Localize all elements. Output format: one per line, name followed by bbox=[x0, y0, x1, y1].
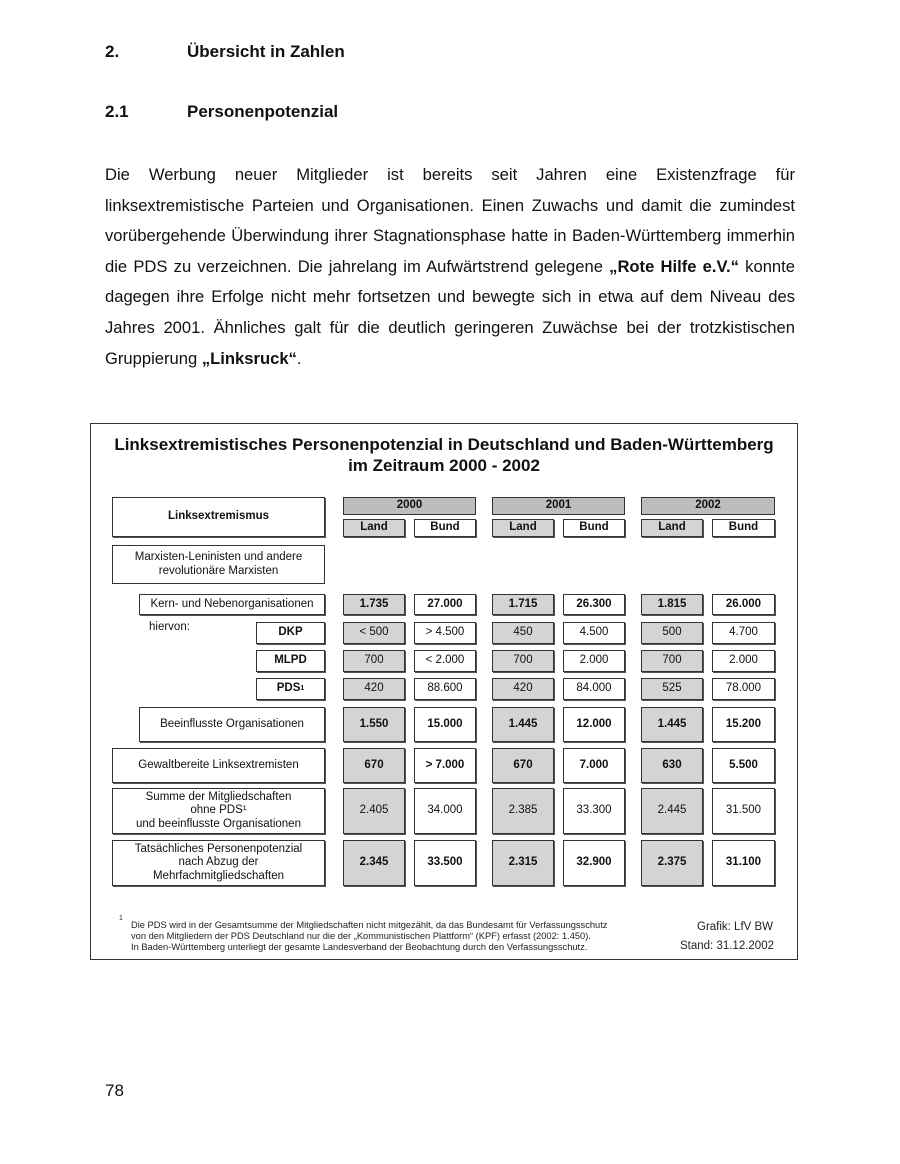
table-cell: 12.000 bbox=[563, 707, 625, 742]
table-cell: 420 bbox=[343, 678, 405, 700]
table-cell: 2.000 bbox=[563, 650, 625, 672]
table-cell: 670 bbox=[492, 748, 554, 783]
table-cell: 34.000 bbox=[414, 788, 476, 834]
hiervon-label: hiervon: bbox=[149, 621, 190, 633]
row-label: PDS 1 bbox=[256, 678, 325, 700]
table-cell: 1.715 bbox=[492, 594, 554, 615]
figure-frame: Linksextremistisches Personenpotenzial i… bbox=[90, 423, 798, 960]
table-cell: 1.815 bbox=[641, 594, 703, 615]
row-label: Kern- und Nebenorganisationen bbox=[139, 594, 325, 615]
table-cell: 1.445 bbox=[641, 707, 703, 742]
table-cell: 7.000 bbox=[563, 748, 625, 783]
table-cell: < 500 bbox=[343, 622, 405, 644]
table-cell: 27.000 bbox=[414, 594, 476, 615]
table-cell: 1.445 bbox=[492, 707, 554, 742]
table-cell: 4.500 bbox=[563, 622, 625, 644]
org-name-linksruck: „Linksruck“ bbox=[201, 348, 297, 368]
group-label: Marxisten-Leninisten und andere revoluti… bbox=[112, 545, 325, 584]
footnote-line: von den Mitgliedern der PDS Deutschland … bbox=[131, 931, 591, 941]
table-cell: < 2.000 bbox=[414, 650, 476, 672]
subcol-bund: Bund bbox=[414, 519, 476, 537]
table-cell: 2.445 bbox=[641, 788, 703, 834]
table-cell: 670 bbox=[343, 748, 405, 783]
table-cell: 26.000 bbox=[712, 594, 775, 615]
source-label: Grafik: LfV BW bbox=[697, 921, 774, 933]
footnote-line: In Baden-Württemberg unterliegt der gesa… bbox=[131, 942, 588, 952]
table-cell: 2.385 bbox=[492, 788, 554, 834]
table-cell: 2.375 bbox=[641, 840, 703, 886]
subheading-number: 2.1 bbox=[105, 102, 129, 121]
footnote: Die PDS wird in der Gesamtsumme der Mitg… bbox=[131, 920, 636, 953]
row-label: DKP bbox=[256, 622, 325, 644]
table-cell: 2.405 bbox=[343, 788, 405, 834]
year-header: 2000 bbox=[343, 497, 476, 515]
table-cell: 31.500 bbox=[712, 788, 775, 834]
table-cell: 2.315 bbox=[492, 840, 554, 886]
subcol-land: Land bbox=[343, 519, 405, 537]
year-header: 2002 bbox=[641, 497, 775, 515]
table-cell: 4.700 bbox=[712, 622, 775, 644]
table-cell: 32.900 bbox=[563, 840, 625, 886]
table-cell: 15.200 bbox=[712, 707, 775, 742]
subcol-land: Land bbox=[492, 519, 554, 537]
figure-title-line2: im Zeitraum 2000 - 2002 bbox=[348, 456, 540, 475]
corner-label: Linksextremismus bbox=[112, 497, 325, 537]
table-cell: 2.345 bbox=[343, 840, 405, 886]
subheading-title: Personenpotenzial bbox=[187, 102, 339, 121]
table-cell: 1.735 bbox=[343, 594, 405, 615]
figure-title-line1: Linksextremistisches Personenpotenzial i… bbox=[114, 435, 774, 454]
heading-title: Übersicht in Zahlen bbox=[187, 42, 345, 61]
page-number: 78 bbox=[105, 1081, 124, 1100]
table-cell: 500 bbox=[641, 622, 703, 644]
table-cell: 15.000 bbox=[414, 707, 476, 742]
heading-number: 2. bbox=[105, 42, 120, 61]
date-label: Stand: 31.12.2002 bbox=[680, 940, 774, 952]
table-cell: > 4.500 bbox=[414, 622, 476, 644]
table-cell: 450 bbox=[492, 622, 554, 644]
table-cell: 700 bbox=[492, 650, 554, 672]
table-cell: > 7.000 bbox=[414, 748, 476, 783]
table-cell: 5.500 bbox=[712, 748, 775, 783]
table-cell: 2.000 bbox=[712, 650, 775, 672]
org-name-rote-hilfe: „Rote Hilfe e.V.“ bbox=[609, 256, 739, 276]
row-label: Beeinflusste Organisationen bbox=[139, 707, 325, 742]
text: Die Werbung neuer Mitglieder ist bereits… bbox=[105, 165, 795, 276]
text: konnte dagegen ihre Erfolge nicht mehr f… bbox=[105, 256, 795, 368]
table-cell: 31.100 bbox=[712, 840, 775, 886]
table-cell: 700 bbox=[343, 650, 405, 672]
table-cell: 420 bbox=[492, 678, 554, 700]
row-label: Summe der Mitgliedschaften ohne PDS¹ und b… bbox=[112, 788, 325, 834]
table-cell: 700 bbox=[641, 650, 703, 672]
year-header: 2001 bbox=[492, 497, 625, 515]
row-label: Gewaltbereite Linksextremisten bbox=[112, 748, 325, 783]
footnote-line: Die PDS wird in der Gesamtsumme der Mitg… bbox=[131, 920, 608, 930]
table-cell: 33.300 bbox=[563, 788, 625, 834]
row-label: Tatsächliches Personenpotenzial nach Abzu… bbox=[112, 840, 325, 886]
subcol-bund: Bund bbox=[712, 519, 775, 537]
table-cell: 84.000 bbox=[563, 678, 625, 700]
table-cell: 26.300 bbox=[563, 594, 625, 615]
table-cell: 630 bbox=[641, 748, 703, 783]
body-paragraph: Die Werbung neuer Mitglieder ist bereits… bbox=[105, 160, 795, 374]
subcol-bund: Bund bbox=[563, 519, 625, 537]
footnote-mark: 1 bbox=[119, 915, 123, 922]
row-label: MLPD bbox=[256, 650, 325, 672]
table-cell: 33.500 bbox=[414, 840, 476, 886]
subcol-land: Land bbox=[641, 519, 703, 537]
table-cell: 525 bbox=[641, 678, 703, 700]
table-cell: 88.600 bbox=[414, 678, 476, 700]
text: . bbox=[296, 348, 302, 368]
table-cell: 78.000 bbox=[712, 678, 775, 700]
table-cell: 1.550 bbox=[343, 707, 405, 742]
